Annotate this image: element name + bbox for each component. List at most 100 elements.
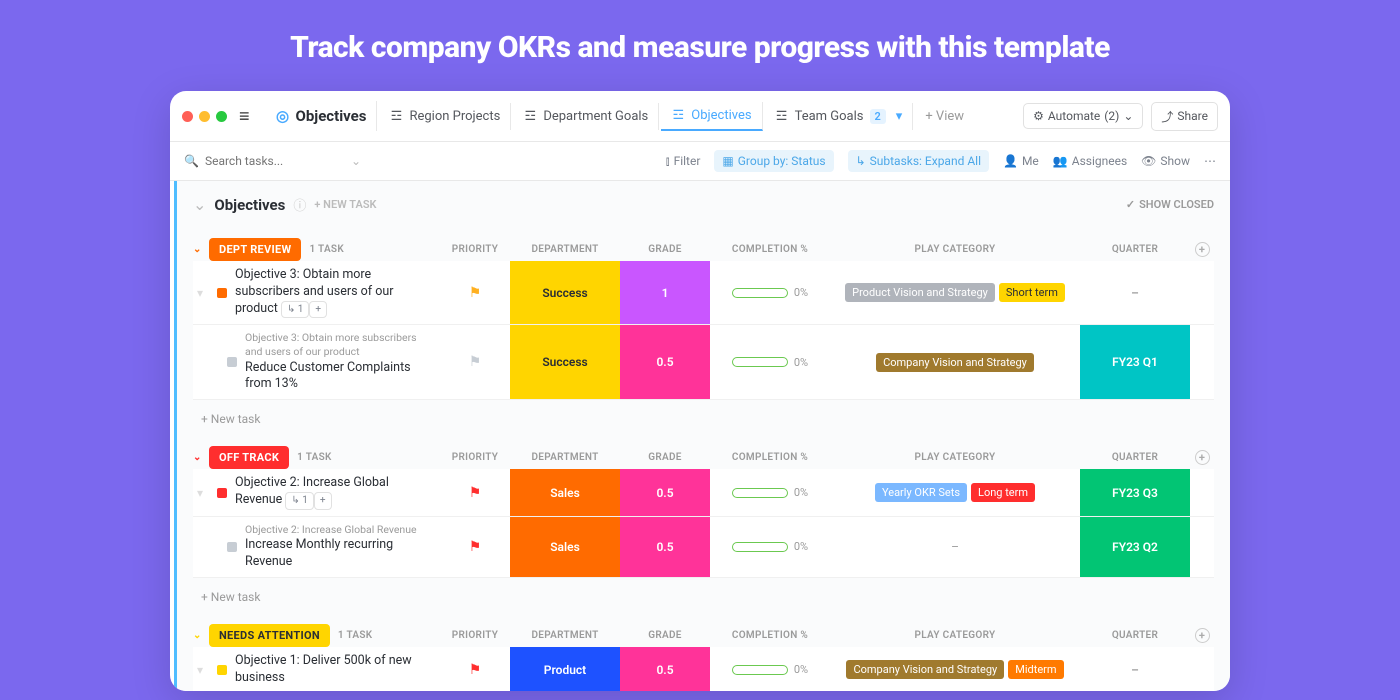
drag-handle[interactable]: ▾ <box>197 486 209 500</box>
add-column-button[interactable]: + <box>1190 242 1214 257</box>
automate-button[interactable]: ⚙Automate (2) ⌄ <box>1023 103 1143 129</box>
tab-team-goals[interactable]: ☲Team Goals 2▾ <box>765 103 914 130</box>
task-title[interactable]: Objective 3: Obtain more subscribers and… <box>235 267 436 318</box>
group-toggle[interactable]: ⌄ <box>193 244 209 255</box>
status-square[interactable] <box>217 665 227 675</box>
status-square[interactable] <box>217 488 227 498</box>
play-category-cell[interactable]: Company Vision and Strategy <box>830 325 1080 399</box>
subtask-count[interactable]: ↳ 1 <box>285 492 313 510</box>
task-row[interactable]: ▾ Objective 1: Deliver 500k of new busin… <box>193 647 1214 691</box>
tab-objectives[interactable]: ☲Objectives <box>661 102 762 131</box>
completion-cell[interactable]: 0% <box>710 647 830 691</box>
grade-cell[interactable]: 0.5 <box>620 647 710 691</box>
group-name[interactable]: OFF TRACK <box>209 446 289 469</box>
completion-cell[interactable]: 0% <box>710 469 830 515</box>
play-category-cell[interactable]: Product Vision and StrategyShort term <box>830 261 1080 324</box>
drag-handle[interactable]: ▾ <box>197 286 209 300</box>
priority-cell[interactable]: ⚑ <box>440 517 510 577</box>
collapse-icon[interactable]: ⌄ <box>193 195 206 214</box>
grade-cell[interactable]: 0.5 <box>620 325 710 399</box>
group-toggle[interactable]: ⌄ <box>193 452 209 463</box>
department-cell[interactable]: Success <box>510 261 620 324</box>
filter-button[interactable]: ⫾Filter <box>666 154 701 169</box>
group-toggle[interactable]: ⌄ <box>193 630 209 641</box>
group-name[interactable]: NEEDS ATTENTION <box>209 624 330 647</box>
play-category-cell[interactable]: – <box>830 517 1080 577</box>
info-icon[interactable]: ⓘ <box>293 195 306 214</box>
tag[interactable]: Long term <box>971 483 1035 502</box>
menu-icon[interactable]: ≡ <box>239 106 250 127</box>
add-subtask-button[interactable]: + <box>314 492 332 510</box>
task-title[interactable]: Objective 2: Increase Global RevenueIncr… <box>245 523 436 571</box>
maximize-dot[interactable] <box>216 111 227 122</box>
tab-region-projects[interactable]: ☲Region Projects <box>379 103 511 130</box>
tag[interactable]: Company Vision and Strategy <box>876 353 1034 372</box>
department-cell[interactable]: Sales <box>510 469 620 515</box>
tag[interactable]: Short term <box>999 283 1065 302</box>
department-cell[interactable]: Sales <box>510 517 620 577</box>
tag[interactable]: Midterm <box>1008 660 1063 679</box>
add-view-button[interactable]: + View <box>915 103 974 130</box>
quarter-cell[interactable]: FY23 Q2 <box>1080 517 1190 577</box>
status-square[interactable] <box>217 288 227 298</box>
quarter-cell[interactable]: – <box>1080 647 1190 691</box>
close-dot[interactable] <box>182 111 193 122</box>
grade-cell[interactable]: 1 <box>620 261 710 324</box>
show-button[interactable]: 👁Show <box>1141 154 1190 168</box>
chevron-down-icon[interactable]: ⌄ <box>351 154 361 168</box>
col-quarter: QUARTER <box>1080 452 1190 463</box>
tag[interactable]: Yearly OKR Sets <box>875 483 967 502</box>
completion-cell[interactable]: 0% <box>710 261 830 324</box>
task-row[interactable]: Objective 3: Obtain more subscribers and… <box>193 325 1214 400</box>
search-input[interactable] <box>205 154 345 168</box>
priority-cell[interactable]: ⚑ <box>440 469 510 515</box>
task-title[interactable]: Objective 2: Increase Global Revenue ↳ 1… <box>235 475 436 509</box>
completion-cell[interactable]: 0% <box>710 325 830 399</box>
add-subtask-button[interactable]: + <box>309 301 327 319</box>
new-task-button[interactable]: + NEW TASK <box>314 198 376 211</box>
add-column-button[interactable]: + <box>1190 450 1214 465</box>
share-button[interactable]: ⤴Share <box>1151 102 1218 131</box>
minimize-dot[interactable] <box>199 111 210 122</box>
new-task-row[interactable]: + New task <box>193 578 1214 604</box>
group-count: 1 TASK <box>338 630 373 641</box>
department-cell[interactable]: Success <box>510 325 620 399</box>
show-closed-button[interactable]: ✓SHOW CLOSED <box>1126 198 1214 211</box>
new-task-row[interactable]: + New task <box>193 400 1214 426</box>
tag[interactable]: Product Vision and Strategy <box>845 283 995 302</box>
quarter-cell[interactable]: – <box>1080 261 1190 324</box>
subtasks-button[interactable]: ↳Subtasks: Expand All <box>848 150 989 172</box>
group-by-button[interactable]: ▦Group by: Status <box>714 150 833 172</box>
tab-department-goals[interactable]: ☲Department Goals <box>513 103 659 130</box>
task-title[interactable]: Objective 3: Obtain more subscribers and… <box>245 331 436 393</box>
task-row[interactable]: ▾ Objective 2: Increase Global Revenue ↳… <box>193 469 1214 516</box>
tag[interactable]: Company Vision and Strategy <box>846 660 1004 679</box>
priority-cell[interactable]: ⚑ <box>440 325 510 399</box>
grade-cell[interactable]: 0.5 <box>620 517 710 577</box>
department-cell[interactable]: Product <box>510 647 620 691</box>
task-row[interactable]: ▾ Objective 3: Obtain more subscribers a… <box>193 261 1214 325</box>
completion-cell[interactable]: 0% <box>710 517 830 577</box>
drag-handle[interactable]: ▾ <box>197 663 209 677</box>
grade-cell[interactable]: 0.5 <box>620 469 710 515</box>
quarter-cell[interactable]: FY23 Q1 <box>1080 325 1190 399</box>
subtask-count[interactable]: ↳ 1 <box>281 301 309 319</box>
priority-cell[interactable]: ⚑ <box>440 261 510 324</box>
col-department: DEPARTMENT <box>510 452 620 463</box>
tab-objectives-main[interactable]: ◎Objectives <box>266 101 378 131</box>
status-square[interactable] <box>227 542 237 552</box>
automate-count: (2) <box>1104 109 1119 123</box>
task-row[interactable]: Objective 2: Increase Global RevenueIncr… <box>193 517 1214 578</box>
priority-cell[interactable]: ⚑ <box>440 647 510 691</box>
me-button[interactable]: 👤Me <box>1003 154 1039 168</box>
play-category-cell[interactable]: Company Vision and StrategyMidterm <box>830 647 1080 691</box>
play-category-cell[interactable]: Yearly OKR SetsLong term <box>830 469 1080 515</box>
task-title[interactable]: Objective 1: Deliver 500k of new busines… <box>235 653 436 687</box>
group-name[interactable]: DEPT REVIEW <box>209 238 301 261</box>
search-box[interactable]: 🔍 ⌄ <box>184 154 411 168</box>
add-column-button[interactable]: + <box>1190 628 1214 643</box>
assignees-button[interactable]: 👥Assignees <box>1053 154 1127 168</box>
quarter-cell[interactable]: FY23 Q3 <box>1080 469 1190 515</box>
more-button[interactable]: ⋯ <box>1204 154 1216 168</box>
status-square[interactable] <box>227 357 237 367</box>
